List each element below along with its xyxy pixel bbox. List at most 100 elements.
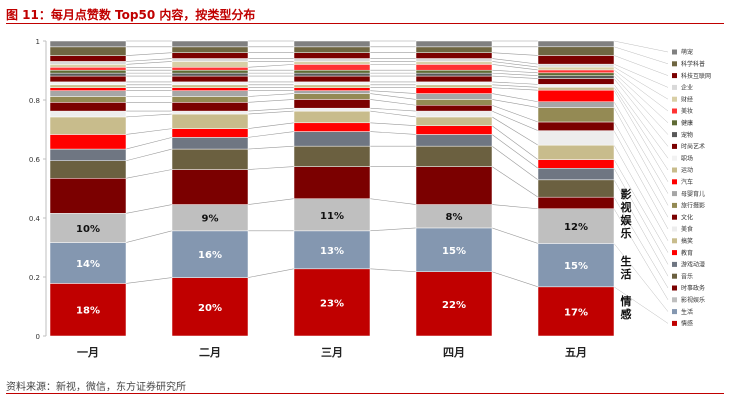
legend-swatch [672, 155, 677, 161]
y-tick-label: 0.2 [29, 274, 40, 282]
bar-segment-17-五月 [537, 75, 615, 79]
connector-line [491, 271, 539, 288]
legend-connector-line [613, 46, 669, 65]
legend-connector-line [613, 84, 669, 159]
bar-segment-13-一月 [49, 87, 127, 91]
bar-segment-14-四月 [415, 84, 493, 88]
bar-segment-10-二月 [171, 102, 249, 112]
x-category-label: 五月 [565, 346, 587, 359]
bar-segment-7-五月 [537, 159, 615, 169]
figure-title: 图 11：每月点赞数 Top50 内容，按类型分布 [6, 8, 256, 22]
connector-line [247, 131, 295, 138]
bar-segment-20-一月 [49, 64, 127, 68]
bar-segment-22-三月 [293, 52, 371, 59]
legend-connector-line [613, 69, 669, 112]
chart-legend: 情感 生活 影视娱乐 时事政务 音乐 游戏动漫 教育 搞笑 美食 文化 旅行摄影 母婴育儿 汽车 运动 职场… [672, 48, 711, 328]
bar-segment-18-五月 [537, 72, 615, 76]
legend-connector-line [613, 208, 669, 300]
bar-segment-6-四月 [415, 134, 493, 147]
bar-segment-9-三月 [293, 107, 371, 112]
legend-entry: 科学科普 [681, 60, 705, 68]
connector-line [491, 104, 539, 123]
data-label: 18% [76, 306, 100, 317]
bar-segment-14-三月 [293, 84, 371, 88]
bar-segment-16-二月 [171, 75, 249, 83]
connector-line [247, 198, 295, 205]
legend-swatch [672, 120, 677, 126]
bar-segment-12-三月 [293, 90, 371, 94]
legend-connector-line [613, 75, 669, 135]
legend-entry: 宠物 [681, 131, 693, 139]
connector-line [369, 227, 417, 232]
bar-segment-12-四月 [415, 93, 493, 100]
bar-segment-4-三月 [293, 166, 371, 199]
legend-entry: 萌宠 [681, 48, 693, 56]
bar-segment-5-一月 [49, 160, 127, 179]
bar-segment-2-三月 [293, 230, 371, 270]
connector-line [369, 99, 417, 106]
bar-segment-6-三月 [293, 131, 371, 147]
bar-segment-7-四月 [415, 125, 493, 135]
bar-segment-3-五月 [537, 208, 615, 244]
bar-segment-11-三月 [293, 93, 371, 100]
bar-stacks [49, 40, 615, 337]
connector-line [369, 93, 417, 100]
bar-segment-20-三月 [293, 61, 371, 65]
bar-segment-10-五月 [537, 121, 615, 131]
bar-segment-19-四月 [415, 64, 493, 71]
bar-segment-22-四月 [415, 52, 493, 59]
data-label: 12% [564, 222, 588, 233]
bar-segment-13-三月 [293, 87, 371, 91]
bar-segment-10-三月 [293, 99, 371, 109]
bar-segment-2-二月 [171, 230, 249, 278]
connector-line [125, 148, 173, 162]
bar-segment-19-三月 [293, 64, 371, 71]
legend-entry: 母婴育儿 [681, 190, 705, 198]
bar-segment-2-一月 [49, 242, 127, 284]
connector-line [369, 107, 417, 112]
bar-segment-21-一月 [49, 61, 127, 65]
connector-line [491, 81, 539, 85]
bar-segment-5-五月 [537, 179, 615, 198]
bar-segment-23-一月 [49, 46, 127, 56]
legend-swatch [672, 261, 677, 267]
legend-swatch [672, 191, 677, 197]
connector-line [247, 99, 295, 103]
bar-segment-10-四月 [415, 105, 493, 112]
bar-segment-7-一月 [49, 134, 127, 150]
legend-entry: 搞笑 [681, 237, 693, 245]
legend-entry: 时尚艺术 [681, 143, 705, 151]
legend-connector-line [613, 197, 669, 289]
y-tick-label: 0.6 [29, 156, 41, 164]
bar-segment-4-二月 [171, 169, 249, 205]
bar-segment-18-二月 [171, 69, 249, 74]
legend-swatch [672, 309, 677, 315]
legend-connector-line [613, 78, 669, 147]
legend-entry: 文化 [681, 213, 693, 221]
data-label: 22% [442, 300, 466, 311]
connector-line [247, 93, 295, 97]
legend-entry: 美食 [681, 225, 693, 233]
bar-segment-24-五月 [537, 40, 615, 48]
bar-segment-8-五月 [537, 144, 615, 160]
x-axis-labels: 一月 二月 三月 四月 五月 [77, 346, 587, 359]
bar-segment-23-二月 [171, 46, 249, 53]
bar-segment-21-四月 [415, 58, 493, 62]
legend-entry: 音乐 [681, 272, 693, 280]
connector-line [125, 137, 173, 150]
legend-entry: 汽车 [681, 178, 693, 186]
connector-line [247, 122, 295, 129]
bar-segment-15-四月 [415, 81, 493, 86]
legend-entry: 企业 [681, 84, 693, 92]
legend-swatch [672, 297, 677, 303]
bar-segment-18-四月 [415, 69, 493, 74]
bar-segment-16-四月 [415, 75, 493, 83]
bar-segment-9-二月 [171, 110, 249, 115]
data-label: 8% [446, 212, 463, 223]
bar-segment-24-二月 [171, 40, 249, 48]
bar-segment-23-三月 [293, 46, 371, 53]
legend-swatch [672, 167, 677, 173]
bar-segment-22-二月 [171, 52, 249, 59]
legend-connector-line [613, 66, 669, 100]
